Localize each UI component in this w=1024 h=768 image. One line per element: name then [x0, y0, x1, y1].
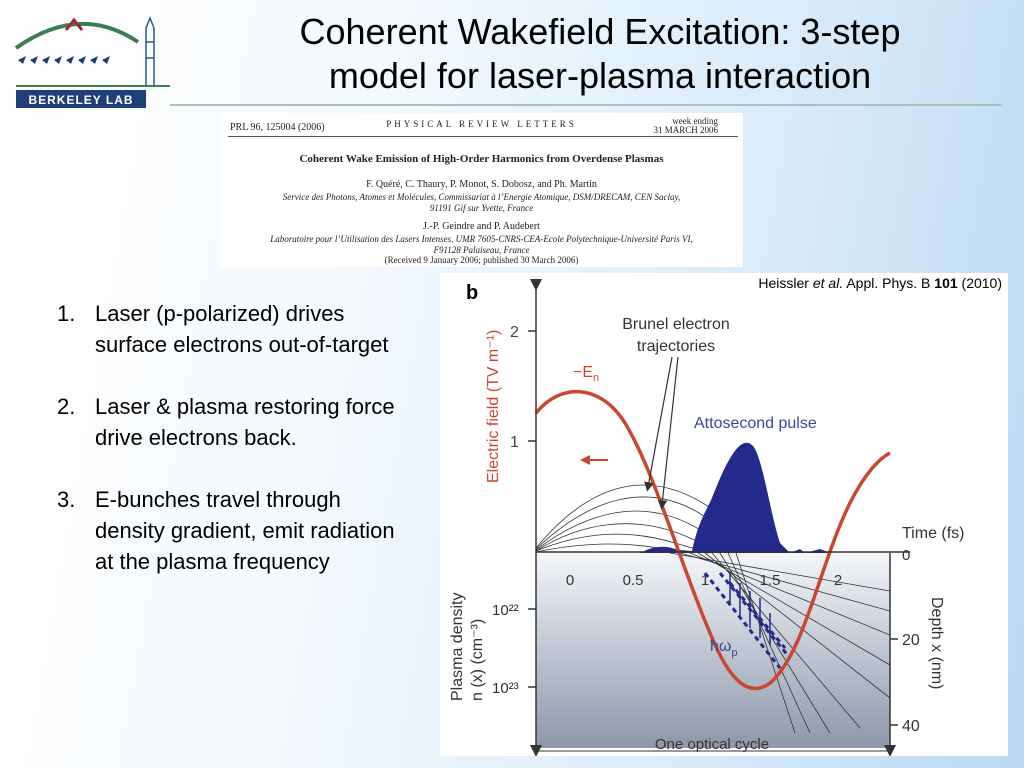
emission-arrows	[729, 573, 771, 645]
depth-tick-40: 40	[902, 718, 920, 735]
density-label-2: n (x) (cm⁻³)	[469, 619, 486, 701]
tick-marks	[528, 330, 898, 726]
origin-label: 0	[902, 547, 910, 564]
paper-affiliation-2b: F91128 Palaiseau, France	[433, 245, 530, 255]
title-line-1: Coherent Wakefield Excitation: 3-step	[299, 11, 901, 52]
paper-affiliation-1b: 91191 Gif sur Yvette, France	[429, 203, 534, 213]
efield-label: −En	[573, 364, 599, 384]
x-tick-0: 0	[566, 572, 574, 589]
step-text: Laser (p-polarized) drives surface elect…	[95, 301, 389, 357]
figure-diagram: b Heissler et al. Appl. Phys. B 101 (201…	[449, 275, 1002, 757]
x-tick-2: 2	[834, 572, 842, 589]
panel-label: b	[466, 282, 478, 304]
x-axis-label: Time (fs)	[902, 525, 965, 542]
density-tick-1e23: 10²³	[492, 680, 519, 697]
x-tick-1: 1	[701, 572, 709, 589]
brunel-label-2: trajectories	[637, 338, 715, 355]
paper-header-image: PRL 96, 125004 (2006) PHYSICAL REVIEW LE…	[220, 113, 743, 267]
density-label-1: Plasma density	[449, 593, 466, 702]
step-number: 1.	[57, 301, 76, 326]
attosecond-label: Attosecond pulse	[694, 415, 817, 432]
step-number: 2.	[57, 394, 76, 419]
attosecond-pulse	[640, 442, 830, 553]
paper-authors-2: J.-P. Geindre and P. Audebert	[423, 221, 540, 232]
paper-title: Coherent Wake Emission of High-Order Har…	[299, 153, 664, 165]
electric-field-curve	[534, 390, 891, 691]
paper-affiliation-2a: Laboratoire pour l’Utilisation des Laser…	[270, 234, 693, 244]
wakefield-figure: b Heissler et al. Appl. Phys. B 101 (201…	[440, 273, 1008, 757]
left-arrow-icon	[580, 455, 608, 465]
y-tick-2: 2	[510, 324, 519, 341]
brunel-label-1: Brunel electron	[622, 316, 730, 333]
paper-week-date: 31 MARCH 2006	[653, 125, 718, 135]
paper-journal: PHYSICAL REVIEW LETTERS	[386, 119, 577, 129]
figure-citation: Heissler et al. Appl. Phys. B 101 (2010)	[758, 275, 1002, 291]
plasma-region	[536, 553, 890, 748]
step-text: E-bunches travel through density gradien…	[95, 487, 395, 574]
paper-authors-1: F. Quéré, C. Thaury, P. Monot, S. Dobosz…	[366, 179, 597, 190]
depth-tick-20: 20	[902, 632, 920, 649]
step-number: 3.	[57, 487, 76, 512]
list-item: 1. Laser (p-polarized) drives surface el…	[57, 298, 397, 360]
paper-citation: PRL 96, 125004 (2006)	[230, 122, 325, 133]
y-axis-label: Electric field (TV m⁻¹)	[485, 330, 502, 483]
x-tick-0-5: 0.5	[623, 572, 644, 589]
x-tick-1-5: 1.5	[760, 572, 781, 589]
depth-label: Depth x (nm)	[928, 597, 945, 689]
paper-affiliation-1a: Service des Photons, Atomes et Molécules…	[282, 192, 681, 202]
berkeley-lab-logo: BERKELEY LAB	[14, 15, 170, 108]
density-tick-1e22: 10²²	[492, 602, 519, 619]
slide-title: Coherent Wakefield Excitation: 3-step mo…	[200, 10, 1000, 98]
title-divider	[170, 104, 1002, 106]
plasma-frequency-emission	[703, 572, 792, 669]
title-line-2: model for laser-plasma interaction	[328, 55, 872, 96]
plasma-frequency-label: ħωp	[710, 638, 738, 659]
y-tick-1: 1	[510, 434, 519, 451]
cycle-label: One optical cycle	[655, 736, 769, 753]
list-item: 2. Laser & plasma restoring force drive …	[57, 391, 397, 453]
paper-received: (Received 9 January 2006; published 30 M…	[384, 255, 579, 265]
list-item: 3. E-bunches travel through density grad…	[57, 484, 397, 577]
steps-list: 1. Laser (p-polarized) drives surface el…	[57, 298, 397, 608]
paper-week-label: week ending	[672, 116, 718, 126]
brunel-pointer-lines	[644, 356, 679, 510]
paper-rule	[228, 136, 738, 137]
step-text: Laser & plasma restoring force drive ele…	[95, 394, 395, 450]
logo-text: BERKELEY LAB	[28, 93, 133, 107]
plasma-trajectories	[669, 552, 891, 734]
